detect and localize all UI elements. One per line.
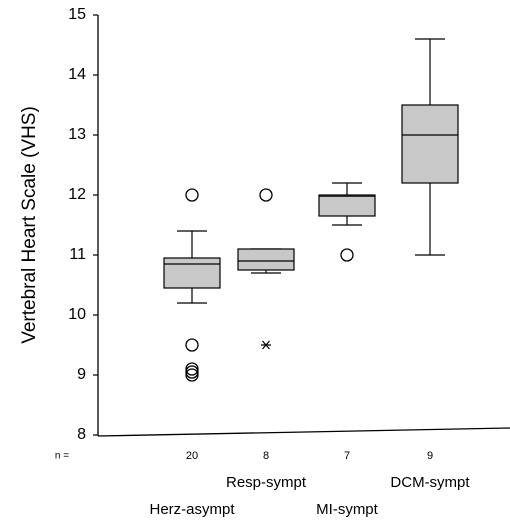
n-value: 9 bbox=[427, 450, 433, 462]
n-value: 8 bbox=[263, 450, 269, 462]
outlier bbox=[185, 188, 199, 202]
box bbox=[237, 248, 295, 271]
x-tick-label: MI-sympt bbox=[316, 501, 378, 518]
n-value: 20 bbox=[186, 450, 198, 462]
outlier bbox=[185, 368, 199, 382]
outlier bbox=[185, 365, 199, 379]
y-tick-label: 14 bbox=[68, 66, 86, 83]
extreme bbox=[261, 340, 271, 350]
y-tick-label: 15 bbox=[68, 6, 86, 23]
outlier bbox=[259, 188, 273, 202]
y-tick-label: 12 bbox=[68, 186, 86, 203]
box bbox=[401, 104, 459, 184]
x-tick-label: Resp-sympt bbox=[226, 474, 307, 491]
box bbox=[318, 194, 376, 217]
outlier bbox=[340, 248, 354, 262]
y-tick-label: 8 bbox=[77, 426, 86, 443]
x-axis bbox=[97, 427, 510, 437]
outlier bbox=[185, 362, 199, 376]
box bbox=[163, 257, 221, 289]
n-value: 7 bbox=[344, 450, 350, 462]
y-tick-label: 11 bbox=[69, 246, 86, 263]
n-label: n = bbox=[55, 451, 69, 462]
y-axis-label: Vertebral Heart Scale (VHS) bbox=[19, 106, 40, 344]
y-tick-label: 9 bbox=[77, 366, 86, 383]
x-tick-label: Herz-asympt bbox=[149, 501, 235, 518]
y-tick-label: 10 bbox=[68, 306, 86, 323]
x-tick-label: DCM-sympt bbox=[390, 474, 470, 491]
y-tick-label: 13 bbox=[68, 126, 86, 143]
outlier bbox=[185, 338, 199, 352]
